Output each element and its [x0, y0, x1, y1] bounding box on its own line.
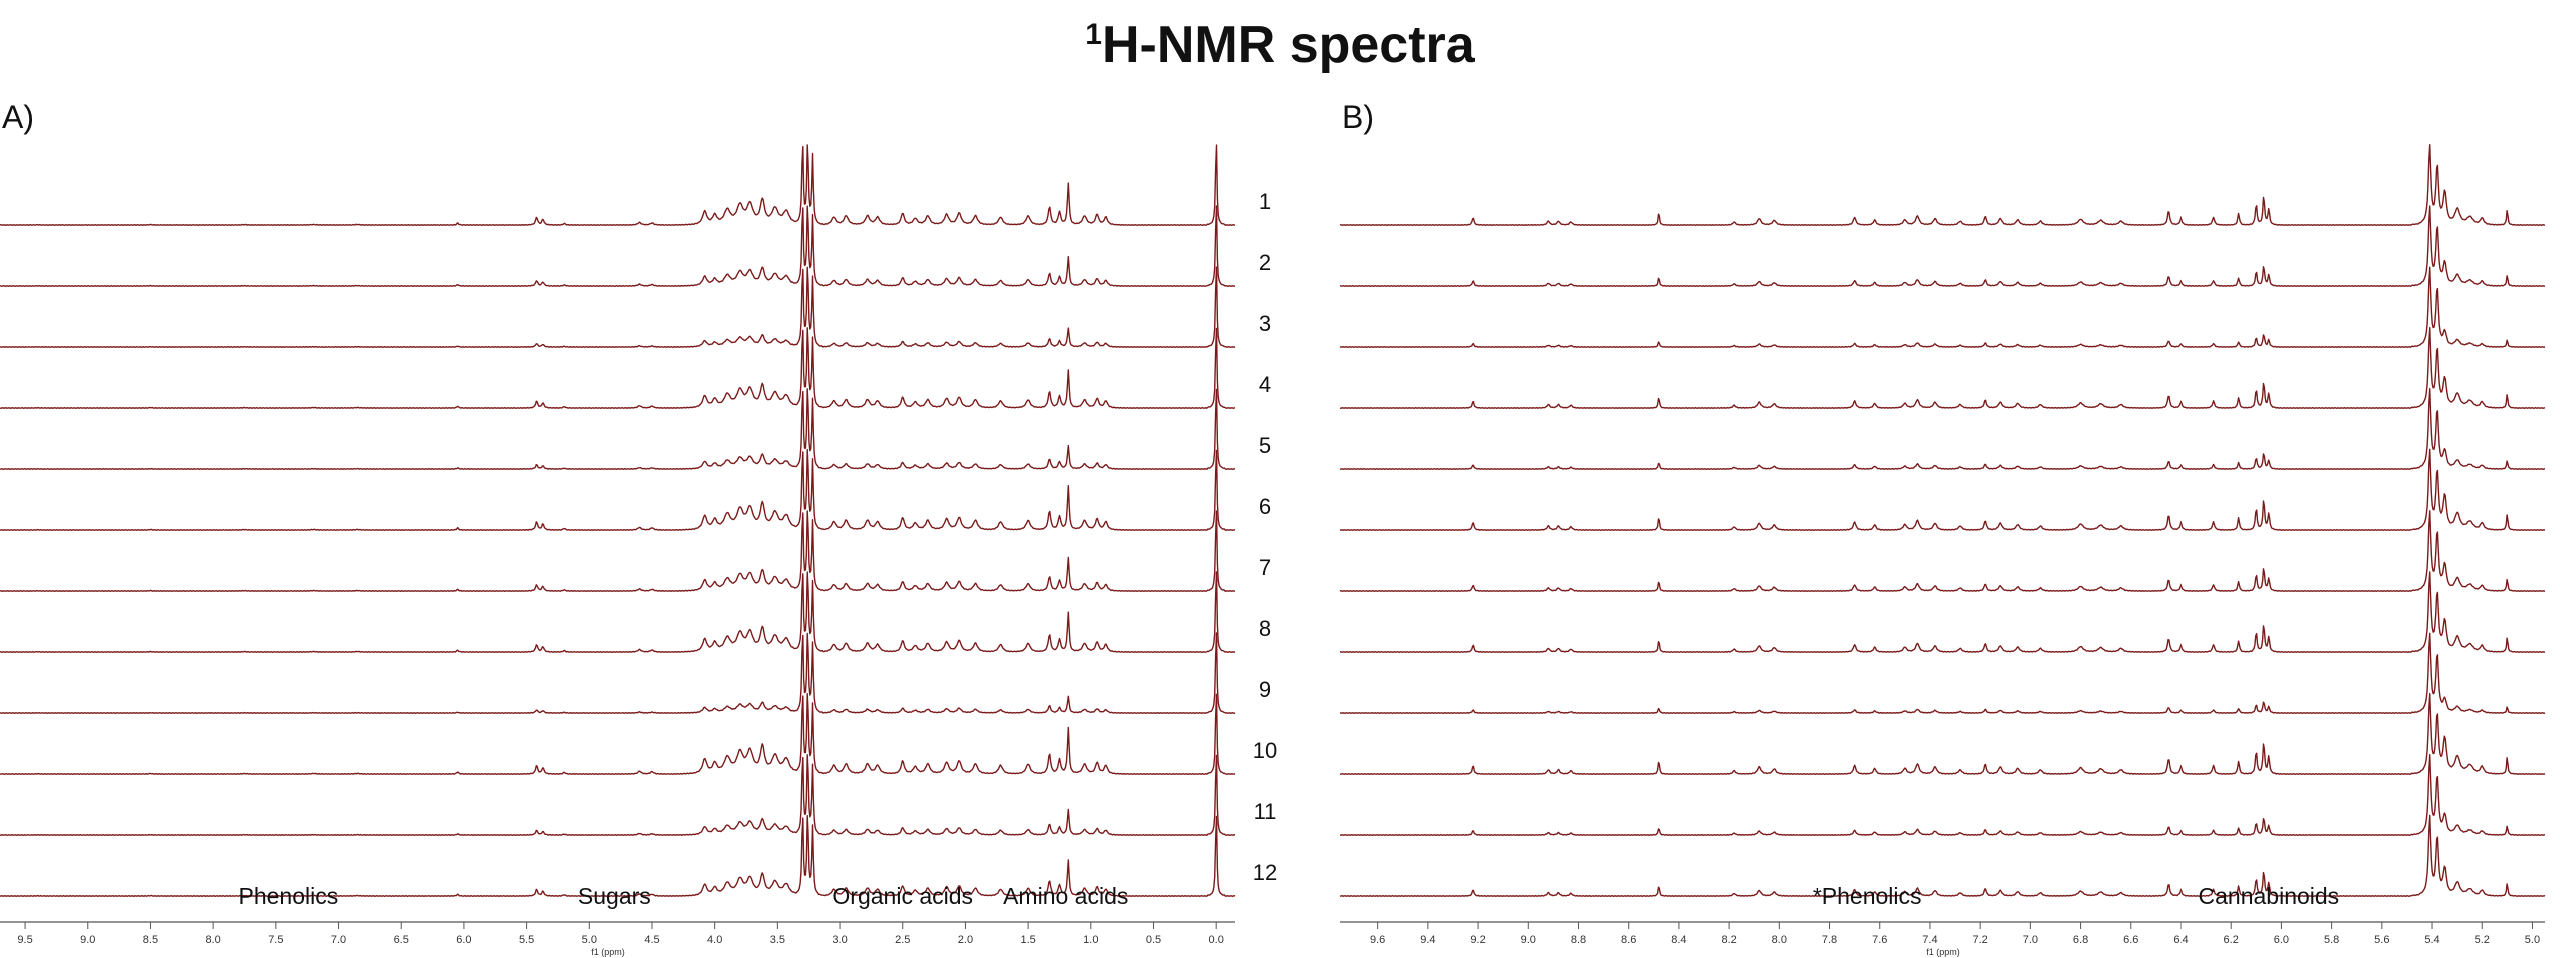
region-label: Amino acids — [1003, 883, 1128, 909]
spectrum-label-9: 9 — [1259, 677, 1271, 702]
x-tick-label: 6.8 — [2073, 934, 2088, 946]
panel-label: B) — [1342, 99, 1374, 135]
x-tick-label: 6.5 — [394, 934, 409, 946]
x-tick-label: 8.0 — [205, 934, 220, 946]
spectrum-label-7: 7 — [1259, 555, 1271, 580]
panel-b: B)123456789101112*PhenolicsCannabinoids9… — [1339, 99, 2546, 957]
title-superscript: 1 — [1085, 18, 1102, 51]
spectrum-trace-8 — [1340, 571, 2546, 653]
spectrum-trace-10 — [0, 693, 1236, 775]
x-tick-label: 4.5 — [644, 934, 659, 946]
spectrum-trace-9 — [1339, 632, 2546, 714]
region-label: Organic acids — [832, 883, 973, 909]
spectrum-label-11: 11 — [1254, 799, 1277, 824]
x-tick-label: 7.6 — [1872, 934, 1887, 946]
spectrum-label-8: 8 — [1259, 616, 1271, 641]
spectrum-trace-7 — [0, 510, 1236, 592]
spectrum-trace-4 — [0, 327, 1236, 409]
title-main: H-NMR spectra — [1102, 16, 1476, 74]
spectrum-trace-1 — [0, 144, 1236, 226]
spectrum-trace-9 — [0, 632, 1236, 714]
x-tick-label: 9.6 — [1370, 934, 1385, 946]
spectrum-label-10: 10 — [1253, 738, 1277, 763]
spectrum-trace-1 — [1339, 144, 2546, 226]
x-tick-label: 5.6 — [2374, 934, 2389, 946]
x-tick-label: 6.2 — [2224, 934, 2239, 946]
x-tick-label: 5.2 — [2475, 934, 2490, 946]
x-tick-label: 7.0 — [331, 934, 346, 946]
x-axis-label: f1 (ppm) — [591, 947, 625, 957]
x-tick-label: 9.4 — [1420, 934, 1435, 946]
spectrum-trace-7 — [1339, 510, 2546, 592]
x-tick-label: 1.0 — [1083, 934, 1098, 946]
spectrum-label-2: 2 — [1259, 250, 1271, 275]
spectrum-trace-12 — [1339, 814, 2546, 897]
x-tick-label: 9.0 — [80, 934, 95, 946]
x-tick-label: 0.0 — [1209, 934, 1224, 946]
spectrum-label-4: 4 — [1259, 372, 1271, 397]
spectrum-trace-3 — [0, 266, 1236, 348]
spectrum-trace-10 — [1339, 692, 2546, 775]
x-tick-label: 9.5 — [17, 934, 32, 946]
x-tick-label: 5.0 — [582, 934, 597, 946]
spectrum-trace-4 — [1339, 327, 2546, 409]
spectrum-trace-6 — [0, 448, 1236, 531]
x-axis-label: f1 (ppm) — [1926, 947, 1960, 957]
x-tick-label: 7.2 — [1973, 934, 1988, 946]
x-tick-label: 1.5 — [1020, 934, 1035, 946]
spectrum-label-12: 12 — [1253, 860, 1277, 885]
x-tick-label: 7.5 — [268, 934, 283, 946]
spectrum-trace-11 — [0, 754, 1235, 836]
spectrum-trace-5 — [0, 388, 1236, 470]
x-tick-label: 7.0 — [2023, 934, 2038, 946]
region-label: Cannabinoids — [2199, 883, 2340, 909]
spectrum-trace-3 — [1339, 266, 2546, 348]
spectrum-label-6: 6 — [1259, 494, 1271, 519]
x-tick-label: 8.8 — [1571, 934, 1586, 946]
x-tick-label: 9.2 — [1470, 934, 1485, 946]
spectrum-trace-8 — [0, 571, 1236, 653]
spectrum-trace-2 — [1339, 205, 2546, 287]
x-tick-label: 5.5 — [519, 934, 534, 946]
x-tick-label: 6.6 — [2123, 934, 2138, 946]
x-tick-label: 9.0 — [1521, 934, 1536, 946]
x-tick-label: 3.0 — [832, 934, 847, 946]
region-label: Sugars — [578, 883, 651, 909]
x-tick-label: 8.2 — [1721, 934, 1736, 946]
region-label: *Phenolics — [1813, 883, 1922, 909]
x-tick-label: 3.5 — [770, 934, 785, 946]
spectrum-label-3: 3 — [1259, 311, 1271, 336]
x-tick-label: 4.0 — [707, 934, 722, 946]
x-tick-label: 8.5 — [143, 934, 158, 946]
x-tick-label: 8.0 — [1772, 934, 1787, 946]
x-tick-label: 2.5 — [895, 934, 910, 946]
x-tick-label: 6.4 — [2173, 934, 2188, 946]
x-tick-label: 7.8 — [1822, 934, 1837, 946]
x-tick-label: 8.4 — [1671, 934, 1686, 946]
x-tick-label: 8.6 — [1621, 934, 1636, 946]
x-tick-label: 5.0 — [2525, 934, 2540, 946]
region-label: Phenolics — [239, 883, 339, 909]
spectrum-trace-5 — [1339, 388, 2546, 470]
spectrum-trace-6 — [1339, 448, 2546, 531]
x-tick-label: 6.0 — [456, 934, 471, 946]
x-tick-label: 2.0 — [958, 934, 973, 946]
spectrum-label-5: 5 — [1259, 433, 1271, 458]
x-tick-label: 5.8 — [2324, 934, 2339, 946]
x-tick-label: 6.0 — [2274, 934, 2289, 946]
figure-title: 1H-NMR spectra — [1085, 16, 1476, 74]
panel-label: A) — [2, 99, 34, 135]
x-tick-label: 5.4 — [2424, 934, 2439, 946]
x-tick-label: 0.5 — [1146, 934, 1161, 946]
spectrum-trace-11 — [1339, 754, 2545, 836]
spectrum-trace-2 — [0, 205, 1236, 287]
spectrum-trace-12 — [0, 815, 1236, 897]
x-tick-label: 7.4 — [1922, 934, 1937, 946]
spectrum-label-1: 1 — [1259, 189, 1271, 214]
